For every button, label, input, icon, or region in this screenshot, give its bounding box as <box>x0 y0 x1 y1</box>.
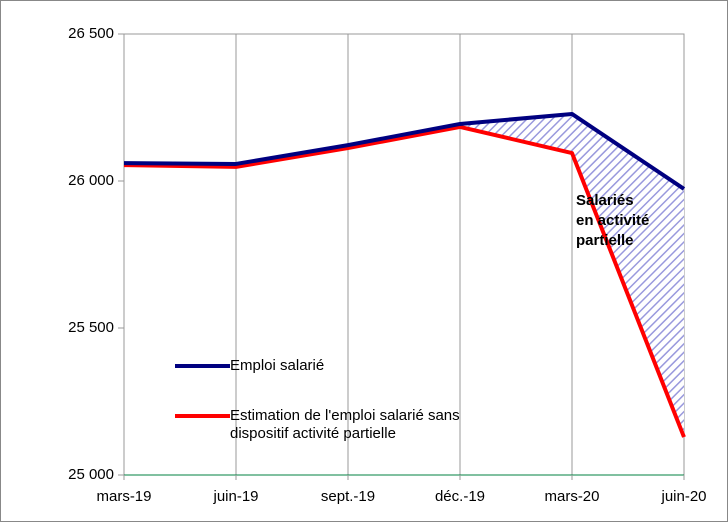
legend-label: Estimation de l'emploi salarié sans disp… <box>230 407 460 442</box>
x-tick-label: sept.-19 <box>321 488 375 505</box>
y-tick-label: 26 500 <box>68 25 114 42</box>
annotation: en activité <box>576 212 649 229</box>
x-tick-label: mars-19 <box>96 488 151 505</box>
hatched-area <box>460 113 684 438</box>
y-tick-label: 25 000 <box>68 466 114 483</box>
x-tick-label: mars-20 <box>544 488 599 505</box>
x-tick-label: déc.-19 <box>435 488 485 505</box>
x-tick-label: juin-19 <box>212 488 258 505</box>
annotation: Salariés <box>576 192 634 209</box>
y-tick-label: 25 500 <box>68 319 114 336</box>
annotation: partielle <box>576 232 634 249</box>
y-tick-label: 26 000 <box>68 172 114 189</box>
legend-label: Emploi salarié <box>230 357 325 374</box>
series-line <box>123 111 686 191</box>
series-line <box>123 124 686 438</box>
x-tick-label: juin-20 <box>660 488 706 505</box>
